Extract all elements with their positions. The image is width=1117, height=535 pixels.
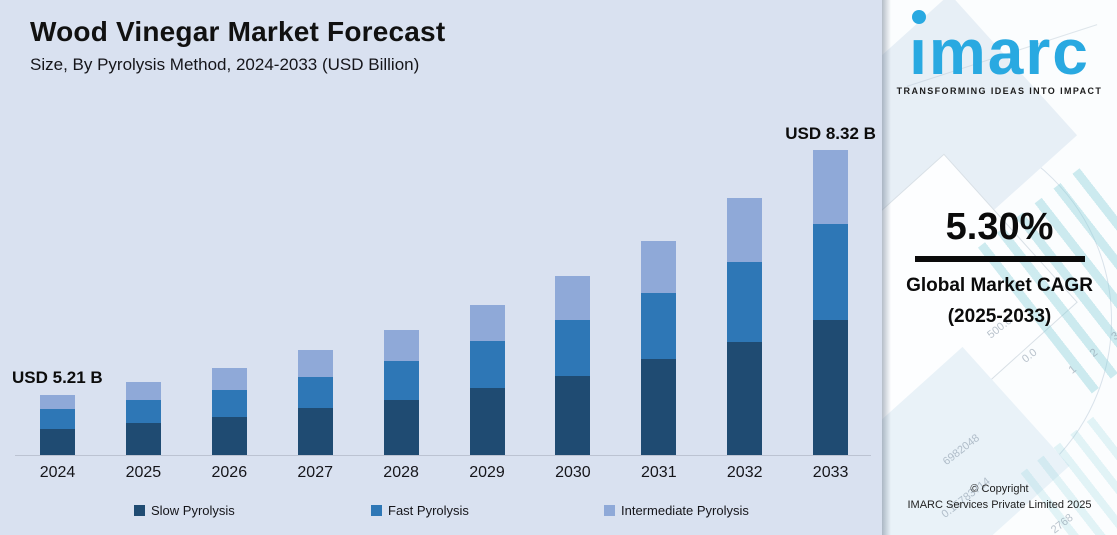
segment-slow-pyrolysis-2024 — [40, 429, 75, 455]
bar-2031 — [641, 241, 677, 455]
segment-slow-pyrolysis-2030 — [555, 376, 591, 455]
legend-swatch-icon — [371, 505, 382, 516]
segment-slow-pyrolysis-2032 — [727, 342, 763, 455]
segment-intermediate-pyrolysis-2032 — [727, 198, 763, 262]
segment-fast-pyrolysis-2028 — [383, 361, 419, 400]
segment-fast-pyrolysis-2033 — [813, 224, 849, 320]
legend-item-slow-pyrolysis: Slow Pyrolysis — [134, 503, 235, 518]
legend-item-fast-pyrolysis: Fast Pyrolysis — [371, 503, 469, 518]
segment-fast-pyrolysis-2032 — [727, 262, 763, 342]
legend-swatch-icon — [134, 505, 145, 516]
segment-slow-pyrolysis-2031 — [641, 359, 677, 455]
cagr-underline — [914, 256, 1085, 262]
imarc-logo: ı marc TRANSFORMING IDEAS INTO IMPACT — [882, 0, 1117, 96]
imarc-logo-text: ı marc — [909, 10, 1090, 84]
segment-intermediate-pyrolysis-2030 — [555, 276, 591, 320]
x-axis-label-2028: 2028 — [383, 464, 419, 481]
data-label-2033: USD 8.32 B — [785, 124, 876, 143]
bar-2030 — [555, 276, 591, 455]
decorative-bar-chart-stripes — [1020, 411, 1117, 535]
bar-2033 — [813, 150, 849, 455]
legend-label: Intermediate Pyrolysis — [621, 503, 749, 518]
plot-area: 2024 2025 2026 2027 2028 2029 2030 2031 2032 2033… — [12, 124, 876, 518]
logo-dot-icon — [912, 10, 926, 24]
watermark-number: 6982048 — [940, 432, 982, 468]
copyright-line2: IMARC Services Private Limited 2025 — [907, 498, 1092, 511]
segment-fast-pyrolysis-2031 — [641, 293, 677, 359]
x-axis-label-2033: 2033 — [812, 464, 849, 481]
legend-label: Slow Pyrolysis — [151, 503, 235, 518]
segment-slow-pyrolysis-2027 — [297, 408, 333, 455]
watermark-number: 0.0 — [1019, 346, 1040, 366]
bar-2028 — [383, 330, 419, 455]
brand-panel: 500.0 0.0 1 2 3 4 6982048 0.15783714 276… — [882, 0, 1117, 535]
segment-slow-pyrolysis-2033 — [813, 320, 849, 455]
chart-title: Wood Vinegar Market Forecast — [30, 16, 446, 47]
cagr-value: 5.30% — [945, 206, 1054, 248]
segment-slow-pyrolysis-2026 — [211, 417, 247, 455]
segment-fast-pyrolysis-2026 — [211, 390, 247, 417]
bar-2025 — [125, 382, 161, 455]
cagr-block: 5.30% Global Market CAGR (2025-2033) — [882, 206, 1117, 328]
segment-intermediate-pyrolysis-2024 — [40, 395, 75, 409]
logo-letter-i: ı — [909, 10, 929, 84]
bar-2027 — [297, 350, 333, 455]
cagr-label: Global Market CAGR — [906, 275, 1093, 296]
legend-swatch-icon — [604, 505, 615, 516]
x-axis-label-2029: 2029 — [469, 464, 505, 481]
bar-2029 — [469, 305, 505, 455]
cagr-period: (2025-2033) — [947, 306, 1052, 327]
segment-intermediate-pyrolysis-2031 — [641, 241, 677, 293]
legend-item-intermediate-pyrolysis: Intermediate Pyrolysis — [604, 503, 749, 518]
x-axis-label-2030: 2030 — [555, 464, 591, 481]
x-axis-label-2024: 2024 — [39, 464, 76, 481]
x-axis-label-2031: 2031 — [641, 464, 677, 481]
segment-fast-pyrolysis-2024 — [40, 409, 75, 429]
data-label-2024: USD 5.21 B — [12, 368, 103, 387]
segment-intermediate-pyrolysis-2025 — [125, 382, 161, 400]
segment-fast-pyrolysis-2025 — [125, 400, 161, 423]
bar-2026 — [211, 368, 247, 455]
segment-fast-pyrolysis-2029 — [469, 341, 505, 388]
x-axis-label-2025: 2025 — [125, 464, 162, 481]
segment-intermediate-pyrolysis-2028 — [383, 330, 419, 361]
x-axis-label-2032: 2032 — [726, 464, 763, 481]
x-axis-label-2026: 2026 — [211, 464, 248, 481]
x-axis-label-2027: 2027 — [297, 464, 333, 481]
segment-intermediate-pyrolysis-2029 — [469, 305, 505, 341]
x-axis-line — [15, 455, 871, 456]
segment-slow-pyrolysis-2029 — [469, 388, 505, 455]
watermark-number: 2768 — [1048, 511, 1076, 535]
bar-2032 — [727, 198, 763, 455]
segment-intermediate-pyrolysis-2027 — [297, 350, 333, 377]
copyright: © Copyright IMARC Services Private Limit… — [882, 482, 1117, 514]
copyright-line1: © Copyright — [970, 483, 1029, 495]
chart-subtitle: Size, By Pyrolysis Method, 2024-2033 (US… — [30, 55, 420, 74]
chart-panel: Wood Vinegar Market Forecast Size, By Py… — [0, 0, 884, 535]
segment-intermediate-pyrolysis-2033 — [813, 150, 849, 224]
segment-slow-pyrolysis-2028 — [383, 400, 419, 455]
segment-fast-pyrolysis-2030 — [555, 320, 591, 376]
segment-intermediate-pyrolysis-2026 — [211, 368, 247, 390]
legend-label: Fast Pyrolysis — [388, 503, 469, 518]
segment-slow-pyrolysis-2025 — [125, 423, 161, 455]
segment-fast-pyrolysis-2027 — [297, 377, 333, 408]
bar-2024 — [40, 395, 75, 455]
